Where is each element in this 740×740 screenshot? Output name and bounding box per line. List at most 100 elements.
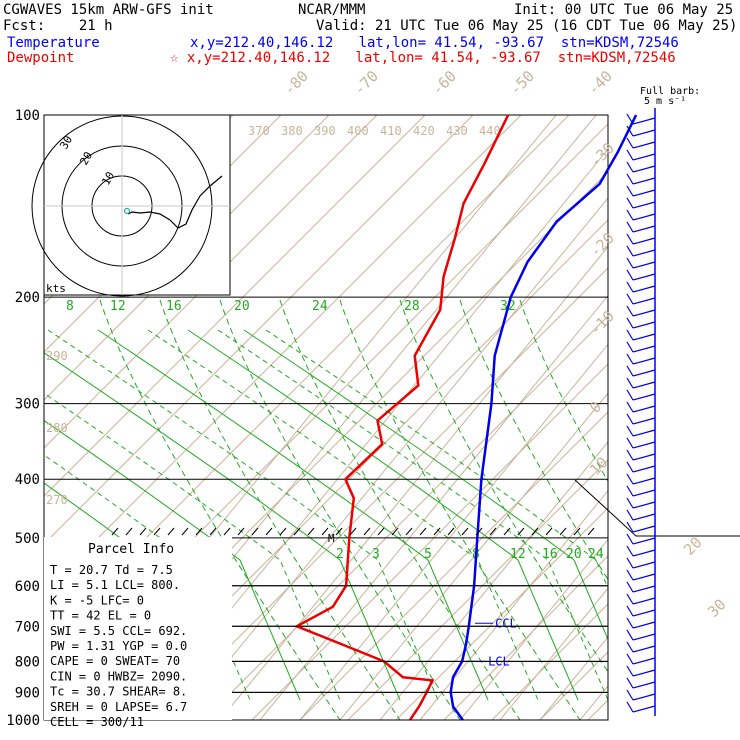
mixing-ratio-label: 2 xyxy=(336,547,344,562)
mixing-ratio-label: 16 xyxy=(166,299,182,314)
wind-barb xyxy=(626,701,634,713)
mixing-ratio-label: 16 xyxy=(542,547,558,562)
pressure-label: 700 xyxy=(15,619,40,635)
wind-barb xyxy=(626,305,634,317)
wind-barb xyxy=(632,405,656,413)
wind-barb xyxy=(626,689,634,701)
theta-label: 410 xyxy=(380,124,402,138)
pressure-label: 900 xyxy=(15,685,40,701)
wind-barb xyxy=(626,293,634,305)
wind-barb xyxy=(632,597,656,605)
isotherm-label: -70 xyxy=(350,67,382,99)
theta-label: 390 xyxy=(314,124,336,138)
isotherm-label: -30 xyxy=(586,139,618,171)
wind-barb xyxy=(632,225,656,233)
hatch-mark xyxy=(461,527,469,536)
wind-barb xyxy=(632,441,656,449)
wind-barb xyxy=(632,609,656,617)
wind-barb xyxy=(632,537,656,545)
wind-barb xyxy=(632,489,656,497)
wind-barb xyxy=(632,141,656,149)
dry-adiabat-line xyxy=(44,115,522,593)
wind-barb xyxy=(626,113,634,125)
theta-label: 420 xyxy=(413,124,435,138)
theta-label: 440 xyxy=(479,124,501,138)
mixing-ratio-label: 5 xyxy=(424,547,432,562)
wind-barb xyxy=(626,425,634,437)
pressure-label: 300 xyxy=(15,397,40,413)
moist-adiabat-line xyxy=(399,299,608,673)
hatch-mark xyxy=(503,527,511,536)
wind-barb xyxy=(632,657,656,665)
wind-barb xyxy=(632,201,656,209)
isotherm-label: -40 xyxy=(584,67,616,99)
hatch-mark xyxy=(293,527,301,536)
level-label: CCL xyxy=(495,616,517,630)
hodograph-storm-marker xyxy=(123,207,131,215)
wind-barb xyxy=(626,569,634,581)
hatch-mark xyxy=(139,527,147,536)
hodograph-ring-label: 10 xyxy=(99,170,117,188)
moist-adiabat-line xyxy=(159,299,401,720)
wind-barb xyxy=(632,621,656,629)
wind-barb xyxy=(626,641,634,653)
mixing-ratio-label: 24 xyxy=(312,299,328,314)
wind-barb xyxy=(626,209,634,221)
moist-adiabat-line xyxy=(339,299,581,720)
wind-barb xyxy=(632,525,656,533)
wind-barb xyxy=(626,269,634,281)
hatch-mark xyxy=(251,527,259,536)
hatch-mark xyxy=(559,527,567,536)
hatch-mark xyxy=(489,527,497,536)
wind-barb xyxy=(626,233,634,245)
hatch-mark xyxy=(181,527,189,536)
wind-barb xyxy=(632,573,656,581)
parcel-info-row: K = -5 LFC= 0 xyxy=(50,593,144,607)
wind-barb xyxy=(626,509,634,521)
parcel-info-box xyxy=(44,537,232,720)
wind-barb xyxy=(632,213,656,221)
wind-barb xyxy=(626,545,634,557)
hatch-mark xyxy=(475,527,483,536)
wind-barb xyxy=(632,585,656,593)
wind-barb xyxy=(626,461,634,473)
wind-barb xyxy=(626,473,634,485)
barb-label: 5 m s⁻¹ xyxy=(644,96,686,107)
wind-barb xyxy=(626,281,634,293)
dewpoint-line xyxy=(293,114,510,721)
wind-barb xyxy=(626,161,634,173)
isotherm-label: -60 xyxy=(428,67,460,99)
dry-adiabat-line xyxy=(491,603,608,720)
pressure-label: 1000 xyxy=(6,713,40,729)
isotherm-label: -80 xyxy=(280,67,312,99)
parcel-info-row: LI = 5.1 LCL= 800. xyxy=(50,578,180,592)
mixing-ratio-line xyxy=(147,329,539,701)
theta-label: 290 xyxy=(46,349,68,363)
wind-barb xyxy=(626,221,634,233)
moist-adiabat-line xyxy=(219,299,461,720)
hatch-mark xyxy=(545,527,553,536)
wind-barb xyxy=(632,345,656,353)
wind-barb xyxy=(632,501,656,509)
hatch-mark xyxy=(447,527,455,536)
wind-barb xyxy=(632,237,656,245)
wind-barb xyxy=(632,669,656,677)
wind-barb xyxy=(632,273,656,281)
wind-barb xyxy=(632,177,656,185)
mixing-ratio-label: 12 xyxy=(110,299,126,314)
hatch-mark xyxy=(125,527,133,536)
mixing-ratio-line xyxy=(265,329,608,590)
wind-barb xyxy=(626,389,634,401)
isotherm-label: 20 xyxy=(680,533,706,559)
hatch-mark xyxy=(307,527,315,536)
hatch-mark xyxy=(223,527,231,536)
hodograph-trace xyxy=(127,175,223,229)
isotherm-line xyxy=(339,392,608,720)
wind-barb xyxy=(626,521,634,533)
wind-barb xyxy=(626,485,634,497)
wind-barb xyxy=(626,653,634,665)
wind-barb xyxy=(626,605,634,617)
isotherm-label: 30 xyxy=(704,595,730,621)
pressure-label: 200 xyxy=(15,290,40,306)
wind-barb xyxy=(632,645,656,653)
